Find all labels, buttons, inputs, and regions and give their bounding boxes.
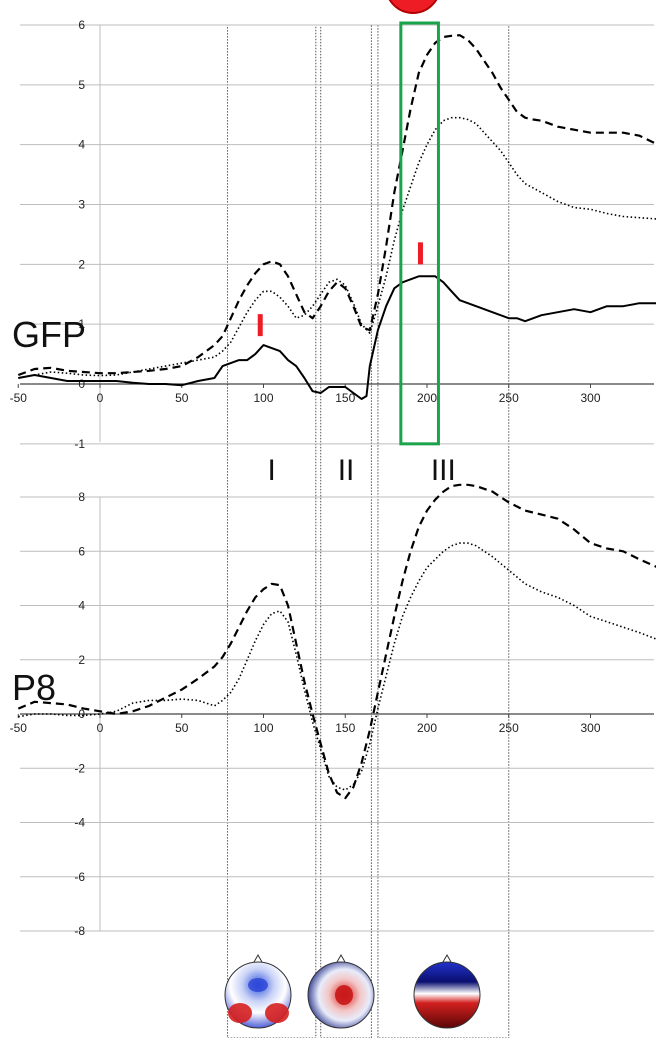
highlight-window-box [399,21,440,446]
x-tick-label: 50 [175,721,189,735]
p8-tick-labels: -8 -6 -4 -2 0 2 4 6 8 -50 0 50 100 150 200 250 300 [10,490,601,938]
p8-panel: -8 -6 -4 -2 0 2 4 6 8 -50 0 50 100 150 200 250 300 P8 [10,483,656,938]
window-label-3: III [431,454,456,487]
series-line-dashed [17,34,656,377]
y-tick-label: -8 [74,924,85,938]
x-tick-label: 150 [335,721,355,735]
p8-series [17,483,656,800]
window-label-1: I [268,454,276,487]
y-tick-label: 1 [78,317,85,331]
x-tick-label: 200 [417,391,437,405]
time-window-3 [377,24,510,1038]
x-tick-label: 250 [499,721,519,735]
x-tick-label: 300 [580,721,600,735]
topomaps [224,953,481,1029]
gfp-panel-label: GFP [12,314,86,355]
x-tick-label: 0 [97,721,104,735]
window-labels: I II III [268,454,456,487]
x-tick-label: 300 [580,391,600,405]
time-window-1 [227,24,317,1038]
topomap-window-3 [413,953,481,1029]
peak-marker [257,314,263,337]
gfp-peak-markers [257,242,423,337]
gfp-tick-labels: -1 0 1 2 3 4 5 6 -50 0 50 100 150 200 250 300 [10,18,601,451]
series-line-dashed [17,483,656,800]
window-label-2: II [338,454,355,487]
y-tick-label: 6 [78,544,85,558]
y-tick-label: 2 [78,257,85,271]
x-tick-label: -50 [10,391,28,405]
topomap-window-1 [224,953,292,1029]
peak-marker [417,242,423,265]
x-tick-label: 100 [253,721,273,735]
y-tick-label: 0 [78,707,85,721]
p8-panel-label: P8 [12,667,56,708]
time-windows [227,24,510,1038]
topomap-window-2 [307,953,375,1029]
gfp-gridlines [17,24,654,445]
series-line-dotted [18,116,656,379]
series-line-dotted [18,542,656,791]
x-tick-label: 100 [253,391,273,405]
time-window-2 [320,24,372,1038]
y-tick-label: -2 [74,761,85,775]
series-line-solid [18,275,656,400]
x-tick-label: 150 [335,391,355,405]
gfp-series [17,34,656,400]
y-tick-label: 4 [78,138,85,152]
y-tick-label: 8 [78,490,85,504]
red-circle-icon [388,0,438,14]
y-tick-label: 0 [78,377,85,391]
gfp-panel: -1 0 1 2 3 4 5 6 -50 0 50 100 150 200 250 300 GFP [10,18,656,451]
x-tick-label: 0 [97,391,104,405]
y-tick-label: 6 [78,18,85,32]
x-tick-label: -50 [10,721,28,735]
y-tick-label: 5 [78,78,85,92]
y-tick-label: -6 [74,870,85,884]
x-tick-label: 50 [175,391,189,405]
x-tick-label: 200 [417,721,437,735]
p8-gridlines [17,496,654,932]
y-tick-label: 2 [78,653,85,667]
y-tick-label: 4 [78,599,85,613]
y-tick-label: 3 [78,198,85,212]
y-tick-label: -4 [74,816,85,830]
x-tick-label: 250 [499,391,519,405]
y-tick-label: -1 [74,437,85,451]
